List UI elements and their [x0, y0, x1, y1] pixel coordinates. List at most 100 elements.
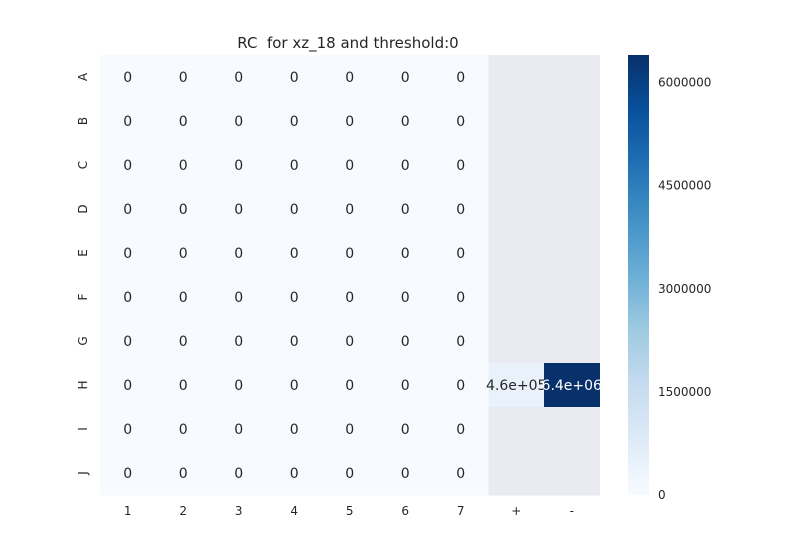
- cell-annotation: 0: [234, 290, 243, 306]
- heatmap-cell: [433, 143, 489, 188]
- heatmap-cell: [322, 407, 378, 452]
- heatmap-cell: [544, 407, 600, 452]
- heatmap-cell: [377, 407, 434, 452]
- y-tick-label: J: [76, 471, 90, 476]
- cell-annotation: 0: [234, 202, 243, 218]
- colorbar-ticks: 0 1500000 3000000 4500000 6000000: [658, 76, 711, 503]
- heatmap-cell: [100, 319, 156, 364]
- heatmap-cell: [377, 55, 434, 100]
- heatmap-cell: [544, 231, 600, 276]
- heatmap-cell: [155, 319, 212, 364]
- heatmap-cell: [211, 319, 267, 364]
- heatmap-cell: [100, 143, 156, 188]
- heatmap-cell: [544, 275, 600, 320]
- cell-annotation: 6.4e+06: [542, 378, 603, 394]
- heatmap-cell: [488, 99, 545, 144]
- y-tick-label: F: [76, 293, 90, 300]
- cell-annotation: 0: [345, 114, 354, 130]
- x-tick-label: 6: [401, 504, 409, 518]
- heatmap-cell: [211, 187, 267, 232]
- heatmap-cell: [100, 187, 156, 232]
- cell-annotation: 0: [179, 246, 188, 262]
- cell-annotation: 0: [234, 466, 243, 482]
- cell-annotation: 0: [456, 290, 465, 306]
- cell-annotation: 0: [401, 202, 410, 218]
- heatmap-cell: [155, 275, 212, 320]
- heatmap-cell: [433, 55, 489, 100]
- heatmap-cell: [544, 187, 600, 232]
- x-axis-ticks: 1 2 3 4 5 6 7 + -: [124, 504, 574, 518]
- x-tick-label: 2: [179, 504, 187, 518]
- y-tick-label: I: [76, 427, 90, 431]
- y-tick-label: B: [76, 117, 90, 125]
- cell-annotation: 0: [123, 70, 132, 86]
- heatmap-cell: [155, 143, 212, 188]
- heatmap-cell: [211, 363, 267, 408]
- cell-annotation: 0: [123, 114, 132, 130]
- heatmap-cell: [266, 187, 323, 232]
- cell-annotation: 0: [179, 466, 188, 482]
- cell-annotation: 0: [179, 422, 188, 438]
- cell-annotation: 0: [345, 202, 354, 218]
- heatmap-cell: [544, 363, 600, 408]
- heatmap-cell: [211, 231, 267, 276]
- heatmap-cell: [155, 187, 212, 232]
- cell-annotation: 0: [234, 422, 243, 438]
- heatmap-cell: [155, 363, 212, 408]
- x-tick-label: 7: [457, 504, 465, 518]
- cell-annotation: 0: [290, 114, 299, 130]
- heatmap-cell: [100, 55, 156, 100]
- heatmap-cell: [211, 407, 267, 452]
- cell-annotation: 0: [456, 334, 465, 350]
- cell-annotation: 0: [290, 70, 299, 86]
- heatmap-cell: [322, 187, 378, 232]
- heatmap-cell: [100, 451, 156, 496]
- cell-annotation: 0: [401, 422, 410, 438]
- heatmap-cell: [377, 187, 434, 232]
- heatmap-cell: [488, 407, 545, 452]
- cell-annotation: 0: [456, 70, 465, 86]
- cell-annotation: 0: [345, 246, 354, 262]
- cell-annotation: 0: [401, 114, 410, 130]
- heatmap-cell: [322, 363, 378, 408]
- y-tick-label: D: [76, 204, 90, 213]
- heatmap-cell: [211, 275, 267, 320]
- y-tick-label: C: [76, 161, 90, 169]
- heatmap-cell: [433, 407, 489, 452]
- heatmap-cell: [488, 363, 545, 408]
- cell-annotation: 0: [179, 70, 188, 86]
- heatmap-cell: [322, 55, 378, 100]
- y-axis-ticks: A B C D E F G H I J: [76, 72, 90, 476]
- heatmap-cell: [377, 319, 434, 364]
- cell-annotation: 0: [179, 378, 188, 394]
- x-tick-label: 3: [235, 504, 243, 518]
- heatmap-cell: [544, 319, 600, 364]
- heatmap-cell: [266, 275, 323, 320]
- heatmap-cell: [488, 55, 545, 100]
- colorbar: [628, 55, 649, 495]
- x-tick-label: 4: [290, 504, 298, 518]
- cell-annotation: 0: [234, 334, 243, 350]
- heatmap-cell: [488, 231, 545, 276]
- cell-annotation: 4.6e+05: [486, 378, 546, 394]
- heatmap-cell: [100, 407, 156, 452]
- heatmap-cell: [155, 55, 212, 100]
- cell-annotation: 0: [456, 158, 465, 174]
- cell-annotation: 0: [123, 158, 132, 174]
- cell-annotation: 0: [234, 378, 243, 394]
- heatmap-cell: [211, 451, 267, 496]
- heatmap-cell: [488, 319, 545, 364]
- cell-annotation: 0: [401, 158, 410, 174]
- heatmap-cell: [322, 275, 378, 320]
- x-tick-label: 5: [346, 504, 354, 518]
- cell-annotation: 0: [456, 202, 465, 218]
- heatmap-cell: [266, 143, 323, 188]
- cell-annotation: 0: [123, 290, 132, 306]
- cell-annotation: 0: [290, 334, 299, 350]
- heatmap-cell: [544, 451, 600, 496]
- heatmap-cell: [100, 275, 156, 320]
- cell-annotation: 0: [123, 378, 132, 394]
- cell-annotation: 0: [345, 378, 354, 394]
- cell-annotation: 0: [234, 158, 243, 174]
